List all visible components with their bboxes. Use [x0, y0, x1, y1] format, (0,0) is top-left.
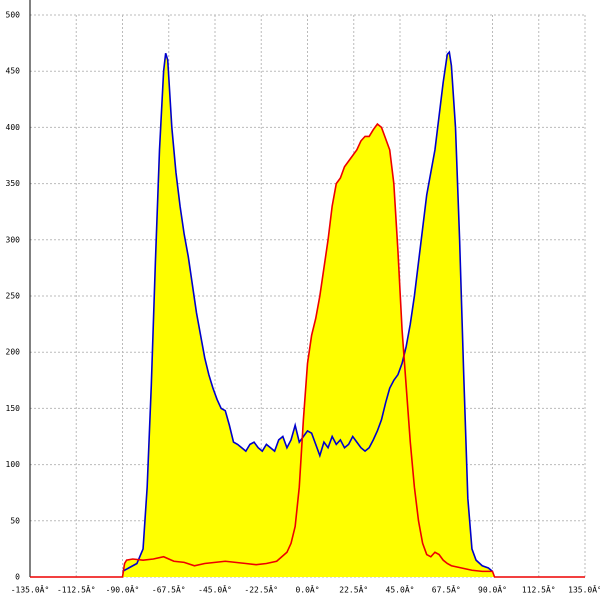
- y-tick-label: 350: [6, 179, 21, 188]
- x-tick-label: -67.5Â°: [152, 584, 186, 595]
- x-tick-label: -112.5Â°: [57, 584, 96, 595]
- line: [30, 122, 585, 578]
- y-tick-label: 0: [15, 573, 20, 582]
- x-tick-label: -90.0Â°: [106, 584, 140, 595]
- line: [122, 50, 494, 573]
- x-tick-label: 0.0Â°: [295, 584, 319, 595]
- x-tick-label: 135.0Â°: [568, 584, 600, 595]
- area: [30, 124, 585, 577]
- x-tick-label: 90.0Â°: [478, 584, 507, 595]
- y-tick-label: 300: [6, 235, 21, 244]
- x-tick-label: 67.5Â°: [432, 584, 461, 595]
- x-tick-label: 112.5Â°: [522, 584, 556, 595]
- y-tick-label: 50: [10, 516, 20, 525]
- x-tick-label: -45.0Â°: [198, 584, 232, 595]
- y-tick-label: 150: [6, 404, 21, 413]
- x-tick-label: -135.0Â°: [11, 584, 50, 595]
- y-tick-label: 250: [6, 292, 21, 301]
- y-tick-label: 400: [6, 123, 21, 132]
- y-tick-label: 200: [6, 348, 21, 357]
- y-tick-label: 100: [6, 460, 21, 469]
- x-tick-label: -22.5Â°: [244, 584, 278, 595]
- y-tick-label: 450: [6, 67, 21, 76]
- x-tick-label: 45.0Â°: [386, 584, 415, 595]
- x-tick-label: 22.5Â°: [339, 584, 368, 595]
- y-tick-label: 500: [6, 11, 21, 20]
